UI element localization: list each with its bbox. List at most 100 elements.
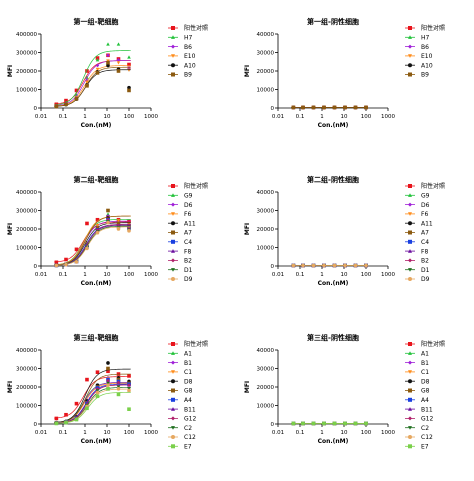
legend-label: D8 (184, 378, 193, 385)
data-point (85, 222, 89, 226)
legend-marker (408, 277, 412, 281)
data-point (364, 264, 368, 268)
legend-label: A1 (184, 351, 192, 358)
data-point (55, 264, 59, 268)
y-tick-label: 20000 (257, 385, 275, 391)
legend-marker (171, 240, 175, 244)
legend-label: B6 (184, 44, 192, 51)
data-point (354, 422, 358, 426)
x-tick-label: 10 (104, 272, 111, 278)
legend-item: E10 (168, 53, 196, 60)
legend-label: D1 (184, 267, 193, 274)
legend-label: G12 (421, 416, 433, 423)
legend-item: G12 (405, 416, 433, 423)
y-tick-label: 10000 (257, 88, 275, 94)
legend-label: H7 (184, 35, 193, 42)
legend-label: C1 (421, 369, 429, 376)
legend-item: F6 (168, 211, 191, 218)
legend-marker (408, 361, 412, 365)
legend-label: A1 (421, 351, 429, 358)
x-tick-label: 0.1 (296, 114, 305, 120)
legend-marker (171, 26, 175, 30)
legend-marker (171, 416, 175, 420)
legend-item: B11 (168, 406, 196, 413)
data-point (364, 422, 368, 426)
legend-label: D1 (421, 267, 430, 274)
y-tick-label: 10000 (257, 404, 275, 410)
data-point (364, 106, 368, 110)
legend-marker (408, 342, 412, 346)
legend-marker (408, 389, 412, 393)
data-point (127, 229, 131, 233)
y-axis-label: MFI (7, 381, 14, 393)
data-point (64, 258, 68, 262)
data-point (292, 264, 296, 268)
legend-item: 阳性对照 (405, 24, 445, 32)
data-point (96, 231, 100, 235)
legend-item: E7 (168, 444, 192, 451)
data-point (85, 378, 89, 382)
series-H7 (54, 42, 131, 106)
legend-label: D6 (421, 202, 430, 209)
data-point (106, 209, 110, 213)
y-axis-label: MFI (244, 65, 251, 77)
data-point (127, 89, 131, 93)
legend-item: D9 (168, 276, 193, 283)
legend-item: B9 (405, 72, 429, 79)
legend-item: C12 (405, 434, 433, 441)
chart-title: 第二组-靶细胞 (74, 175, 119, 184)
y-tick-label: 100000 (16, 404, 37, 410)
x-tick-label: 0.01 (35, 430, 47, 436)
x-tick-label: 0.01 (35, 114, 47, 120)
legend-marker (171, 398, 175, 402)
data-point (106, 221, 110, 225)
legend-label: B2 (421, 258, 429, 265)
legend-item: C12 (168, 434, 196, 441)
legend-item: 阳性对照 (168, 24, 208, 32)
legend-item: D6 (168, 202, 193, 209)
legend-label: F8 (421, 248, 428, 255)
chart-title: 第一组-阴性细胞 (307, 17, 359, 26)
y-axis-label: MFI (7, 223, 14, 235)
chart-title: 第一组-靶细胞 (74, 17, 119, 26)
x-tick-label: 1000 (381, 114, 395, 120)
legend-label: C4 (421, 239, 429, 246)
legend-item: C2 (168, 425, 192, 432)
legend-item: H7 (168, 35, 193, 42)
legend-marker (171, 277, 175, 281)
legend-marker (171, 389, 175, 393)
legend-item: A4 (168, 397, 192, 404)
legend-item: B1 (405, 360, 429, 367)
data-point (312, 106, 316, 110)
y-tick-label: 200000 (16, 227, 37, 233)
legend-label: E7 (421, 444, 429, 451)
data-point (312, 264, 316, 268)
data-point (106, 383, 110, 387)
legend-item: D8 (405, 378, 430, 385)
legend-label: E10 (184, 53, 196, 60)
x-axis-label: Con.(nM) (318, 280, 349, 287)
legend-label: A7 (421, 230, 429, 237)
data-point (85, 406, 89, 410)
data-point (333, 264, 337, 268)
x-tick-label: 10 (341, 272, 348, 278)
x-tick-label: 10 (341, 114, 348, 120)
legend-label: F6 (421, 211, 428, 218)
x-tick-label: 100 (124, 272, 135, 278)
data-point (96, 370, 100, 374)
legend-marker (171, 258, 175, 262)
legend-marker (408, 240, 412, 244)
x-tick-label: 1 (83, 114, 87, 120)
data-point (117, 393, 121, 397)
data-point (55, 422, 59, 426)
x-tick-label: 1 (320, 114, 324, 120)
data-point (64, 413, 68, 417)
legend-label: A11 (184, 220, 196, 227)
legend-label: A4 (184, 397, 192, 404)
legend-label: D9 (421, 276, 430, 283)
legend-item: A11 (405, 220, 433, 227)
chart-title: 第二组-阴性细胞 (307, 175, 359, 184)
y-tick-label: 20000 (257, 227, 275, 233)
legend-marker (408, 231, 412, 235)
legend-label: A10 (421, 62, 433, 69)
